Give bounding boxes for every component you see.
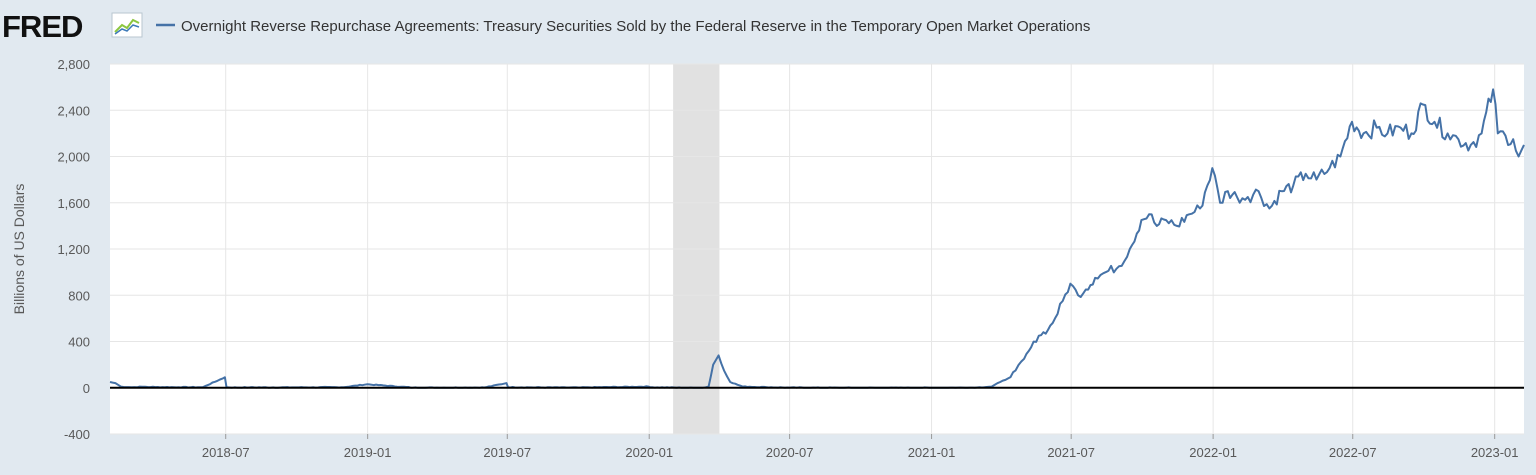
x-tick-label: 2022-01 [1189, 445, 1237, 460]
y-tick-label: -400 [64, 427, 90, 442]
y-tick-label: 2,800 [57, 57, 90, 72]
x-tick-label: 2021-07 [1047, 445, 1095, 460]
x-tick-label: 2018-07 [202, 445, 250, 460]
x-tick-label: 2019-07 [483, 445, 531, 460]
x-axis-ticks: 2018-07 2019-01 2019-07 2020-01 2020-07 2021-… [202, 434, 1519, 460]
x-tick-label: 2021-01 [908, 445, 956, 460]
y-tick-label: 400 [68, 335, 90, 350]
fred-logo[interactable]: FRED [2, 9, 84, 44]
x-tick-label: 2019-01 [344, 445, 392, 460]
y-tick-label: 1,200 [57, 242, 90, 257]
x-tick-label: 2023-01 [1471, 445, 1519, 460]
line-chart-icon [111, 12, 143, 38]
y-tick-label: 800 [68, 288, 90, 303]
gridlines [110, 63, 1524, 435]
x-tick-label: 2020-07 [766, 445, 814, 460]
x-tick-label: 2022-07 [1329, 445, 1377, 460]
y-axis-title: Billions of US Dollars [11, 184, 27, 315]
y-tick-label: 0 [83, 381, 90, 396]
y-tick-label: 2,400 [57, 103, 90, 118]
chart-title: Overnight Reverse Repurchase Agreements:… [181, 18, 1090, 35]
y-axis-ticks: -400 0 400 800 1,200 1,600 2,000 2,400 2,800 [57, 57, 90, 442]
y-tick-label: 2,000 [57, 150, 90, 165]
y-tick-label: 1,600 [57, 196, 90, 211]
x-tick-label: 2020-01 [625, 445, 673, 460]
chart-header: FRED Overnight Reverse Repurchase Agreem… [2, 9, 1090, 44]
